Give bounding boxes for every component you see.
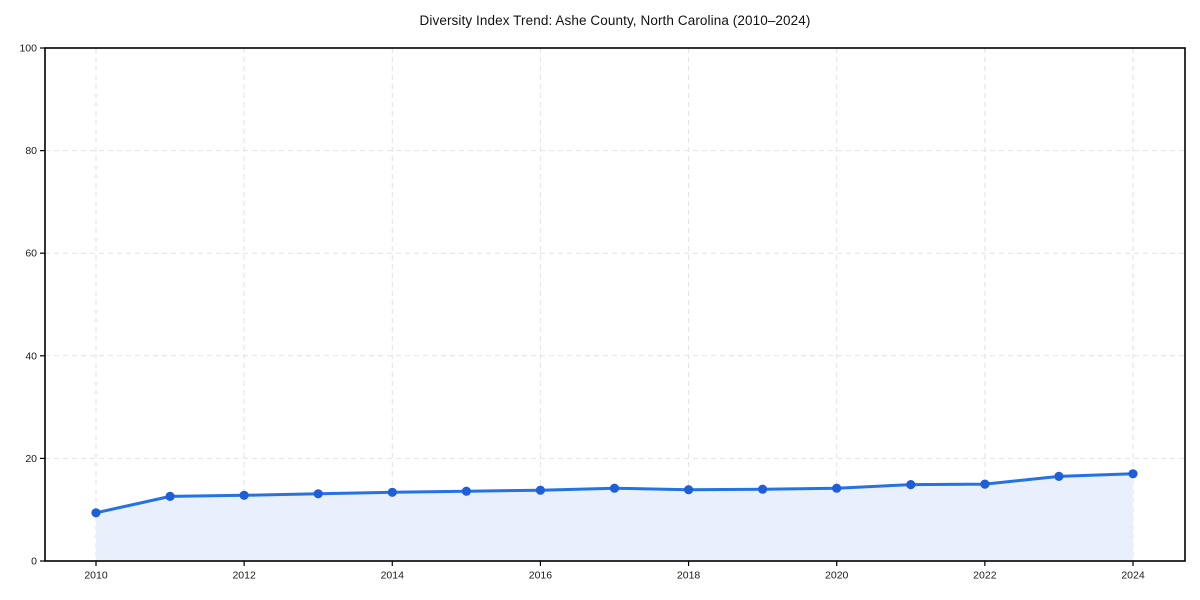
x-axis-tick-label: 2016	[529, 570, 553, 582]
axes-frame	[44, 47, 1186, 562]
data-point-marker	[980, 479, 990, 489]
y-axis-tick-label: 80	[25, 145, 37, 157]
series-area-fill	[96, 473, 1133, 561]
x-axis-tick-label: 2018	[677, 570, 701, 582]
y-axis-tick-label: 100	[19, 43, 37, 55]
x-axis-tick-label: 2014	[381, 570, 405, 582]
data-point-marker	[758, 484, 768, 494]
data-point-marker	[461, 486, 471, 496]
y-axis-tick-label: 60	[25, 248, 37, 260]
x-axis-tick-label: 2020	[825, 570, 849, 582]
data-point-marker	[387, 487, 397, 497]
x-axis-tick-label: 2010	[84, 570, 108, 582]
data-point-marker	[91, 508, 101, 518]
data-point-marker	[535, 485, 546, 495]
data-point-marker	[906, 480, 916, 490]
data-point-marker	[1128, 469, 1138, 479]
chart-title: Diversity Index Trend: Ashe County, Nort…	[419, 13, 811, 28]
data-point-marker	[609, 483, 620, 493]
data-point-marker	[313, 489, 323, 499]
y-axis-tick-label: 0	[31, 556, 37, 568]
data-point-marker	[684, 485, 694, 495]
y-axis-tick-label: 20	[25, 453, 37, 465]
x-axis-tick-label: 2024	[1121, 570, 1145, 582]
data-point-marker	[239, 490, 249, 500]
x-axis-tick-label: 2022	[973, 570, 997, 582]
data-point-marker	[1054, 471, 1064, 481]
x-axis-tick-label: 2012	[232, 570, 256, 582]
data-point-marker	[165, 491, 175, 501]
y-axis-tick-label: 40	[25, 350, 37, 362]
data-point-marker	[832, 483, 842, 493]
